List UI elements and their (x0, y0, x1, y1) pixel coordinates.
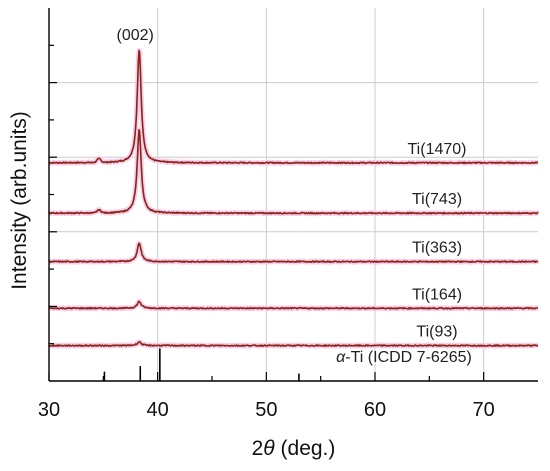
series-label-1: Ti(743) (412, 191, 462, 208)
reference-lines (103, 345, 300, 381)
series-lines (47, 48, 540, 349)
series-line-3 (48, 300, 539, 310)
x-axis-title-suffix: (deg.) (275, 437, 336, 460)
series-line-4 (48, 341, 539, 347)
series-line-2 (48, 242, 539, 263)
series-labels: Ti(1470) Ti(743) Ti(363) Ti(164) Ti(93) (408, 141, 467, 341)
series-label-3: Ti(164) (412, 286, 462, 303)
x-axis-title-theta: θ (263, 437, 275, 460)
x-tick-label: 60 (364, 399, 386, 421)
peak-label: (002) (117, 27, 154, 44)
x-tick-label: 30 (38, 399, 60, 421)
reference-label: α-Ti (ICDD 7-6265) (336, 349, 472, 366)
y-axis-title: Intensity (arb.units) (8, 111, 31, 290)
series-label-4: Ti(93) (416, 324, 457, 341)
series-label-0: Ti(1470) (408, 141, 467, 158)
series-line-0 (48, 49, 539, 165)
reference-label-alpha: α (336, 349, 346, 366)
x-tick-label: 70 (473, 399, 495, 421)
x-ticks: 30 40 50 60 70 (38, 372, 495, 421)
series-halo-2 (47, 240, 540, 265)
series-line-1 (48, 129, 539, 215)
axes-frame (48, 8, 538, 382)
y-ticks (49, 44, 57, 345)
grid (49, 8, 538, 381)
x-axis-title: 2θ (deg.) (252, 437, 336, 460)
series-label-2: Ti(363) (412, 240, 462, 257)
x-tick-label: 40 (147, 399, 169, 421)
reference-label-text: -Ti (ICDD 7-6265) (345, 349, 472, 366)
x-axis-title-prefix: 2 (252, 437, 264, 460)
x-tick-label: 50 (255, 399, 277, 421)
